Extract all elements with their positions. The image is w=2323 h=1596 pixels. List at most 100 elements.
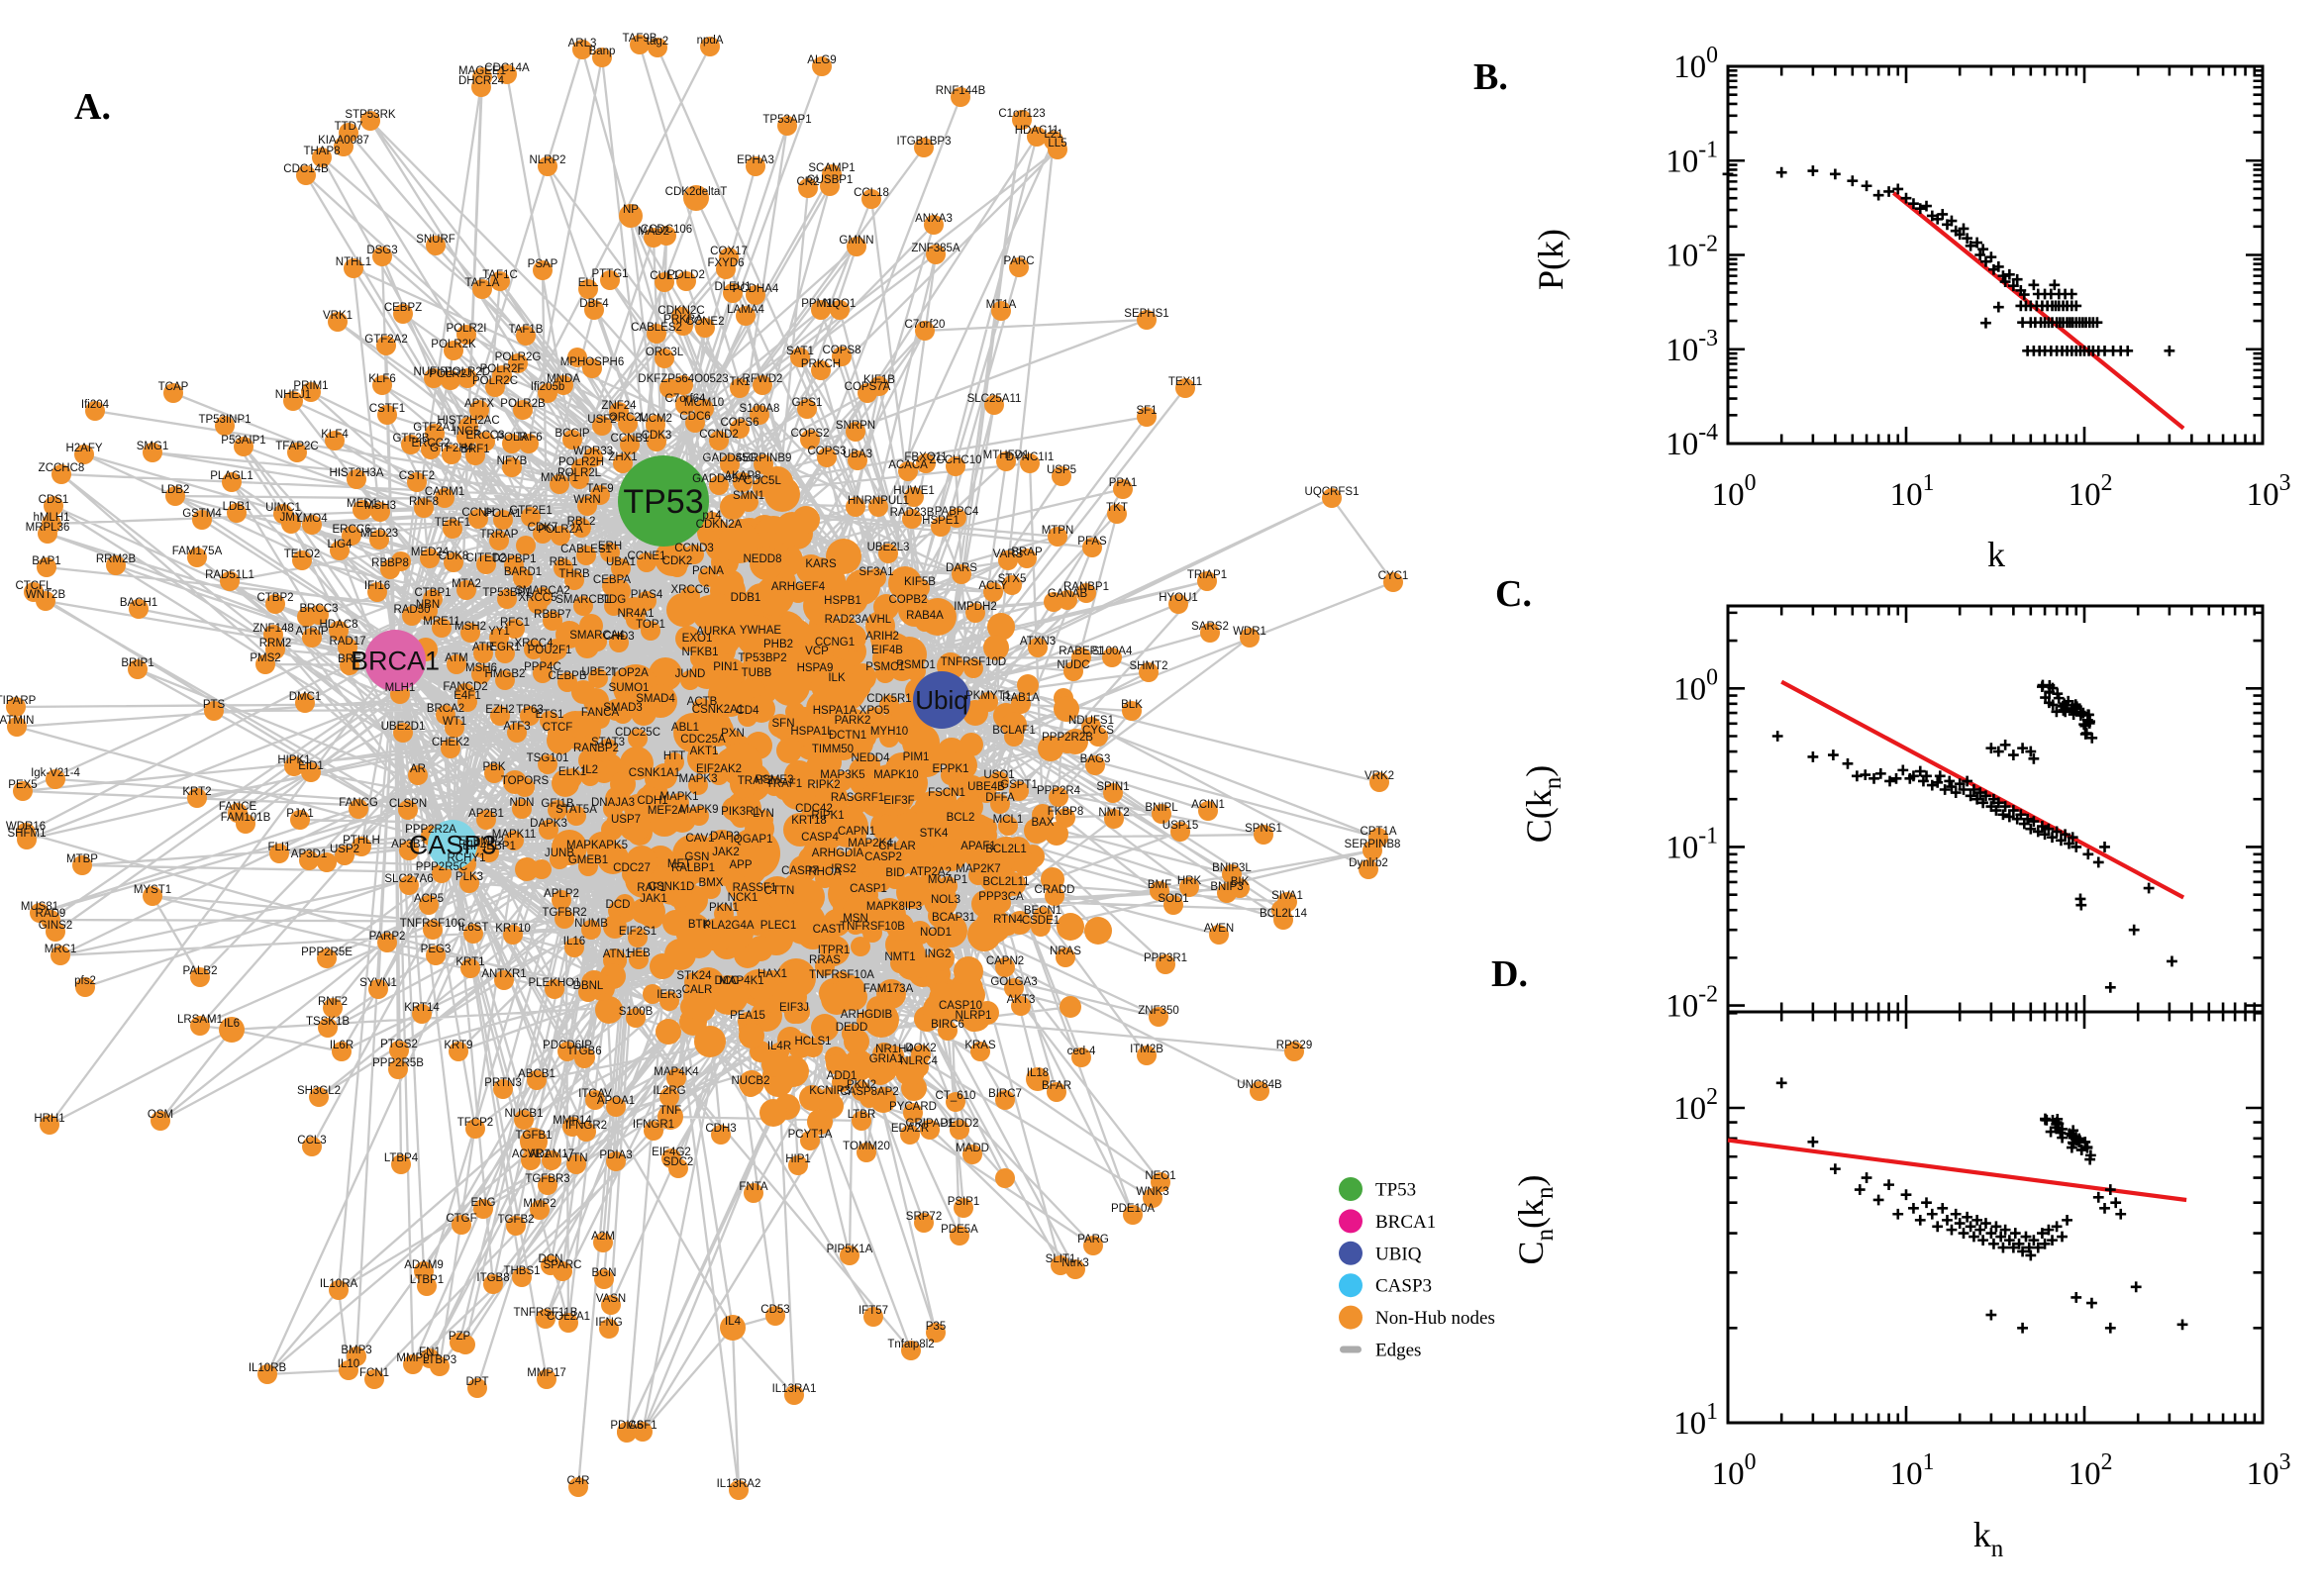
network-node-label: HSPA1L xyxy=(790,726,834,738)
network-node-label: NEDD8 xyxy=(744,553,782,565)
network-node-label: MCL1 xyxy=(993,814,1024,826)
network-node-label: IL10 xyxy=(338,1358,359,1370)
network-node-label: DEDD xyxy=(836,1022,868,1034)
network-node-label: TRIAP1 xyxy=(1187,569,1227,581)
network-node xyxy=(1017,549,1037,568)
network-node-label: H2AFY xyxy=(65,443,102,454)
network-node-label: ATF3 xyxy=(503,721,530,733)
network-node xyxy=(807,1109,833,1135)
network-node-label: IFT57 xyxy=(858,1305,888,1317)
network-node xyxy=(340,655,359,675)
network-node xyxy=(533,524,553,544)
network-node-label: STP53RK xyxy=(345,109,395,121)
plot-frame xyxy=(1726,64,2265,446)
network-node-label: NFKB1 xyxy=(681,647,718,658)
network-node-label: RIPK2 xyxy=(807,779,840,791)
network-node xyxy=(1209,925,1229,945)
network-node xyxy=(1137,310,1157,330)
network-node-label: HRH1 xyxy=(34,1113,64,1125)
plot-frame xyxy=(1726,1010,2265,1425)
network-node-label: IL4 xyxy=(725,1316,742,1328)
network-node-label: COPS2 xyxy=(791,428,830,440)
network-node xyxy=(17,830,37,849)
network-node-label: CAPN1 xyxy=(838,826,875,838)
network-node xyxy=(165,486,185,506)
network-node-label: NQO1 xyxy=(824,298,857,310)
network-node-label: Dynlrb2 xyxy=(1349,857,1388,869)
network-node-label: SNRPN xyxy=(836,420,875,432)
network-node-label: ACP5 xyxy=(414,893,444,905)
network-node xyxy=(389,1041,409,1060)
network-node-label: POLR2G xyxy=(495,351,542,363)
network-node xyxy=(1012,110,1032,130)
network-node xyxy=(476,810,496,830)
network-node xyxy=(1026,1067,1050,1091)
axis-label-y-d: Cn(kn) xyxy=(1511,1174,1559,1264)
network-node-label: TRAF1 xyxy=(766,778,802,790)
network-node xyxy=(914,1213,934,1233)
network-node-label: FXYD6 xyxy=(707,257,744,269)
network-node xyxy=(1062,729,1088,754)
network-node xyxy=(637,552,656,572)
network-node-label: DNAJA3 xyxy=(591,797,635,809)
network-node xyxy=(711,1125,731,1145)
network-node xyxy=(915,321,935,341)
network-node-label: TFCP2 xyxy=(457,1117,493,1129)
network-node-label: POLR2B xyxy=(500,398,546,410)
network-node-label: LDB2 xyxy=(161,484,190,496)
network-node xyxy=(748,695,775,723)
network-node xyxy=(946,456,965,476)
network-node xyxy=(1009,257,1029,277)
panel-letter-c: C. xyxy=(1495,573,1532,615)
network-node xyxy=(283,391,303,411)
network-node xyxy=(1170,822,1190,842)
legend-label: Non-Hub nodes xyxy=(1375,1308,1495,1329)
network-node-label: APLP2 xyxy=(544,888,579,900)
network-node-label: UBE2I xyxy=(581,666,614,678)
network-node-label: PARK2 xyxy=(835,715,871,727)
network-node-label: CDC5L xyxy=(744,475,781,487)
network-node-label: JUND xyxy=(675,668,706,680)
network-node-label: PIM1 xyxy=(903,751,930,763)
network-node xyxy=(6,697,26,717)
network-node xyxy=(507,723,527,743)
network-node xyxy=(465,446,485,465)
network-node xyxy=(1047,1082,1066,1102)
network-node-label: NUCB1 xyxy=(505,1108,544,1120)
network-node xyxy=(830,300,850,320)
network-node xyxy=(290,810,310,830)
network-node-label: PHB2 xyxy=(763,639,793,650)
network-node xyxy=(317,852,337,872)
network-node-label: MLH1 xyxy=(385,682,416,694)
legend-swatch-tp53 xyxy=(1339,1177,1363,1201)
network-node-label: NUMB xyxy=(574,918,608,930)
network-node-label: TP53AP1 xyxy=(762,114,811,126)
network-node xyxy=(38,524,57,544)
network-node-label: BCL2L14 xyxy=(1260,908,1308,920)
network-node xyxy=(444,341,463,360)
network-node-label: MRPL36 xyxy=(26,522,70,534)
network-node xyxy=(995,957,1015,977)
network-node xyxy=(292,550,312,570)
network-node-label: ARHGDIA xyxy=(812,848,864,859)
network-node xyxy=(528,594,548,614)
network-node-label: KLF6 xyxy=(368,373,396,385)
network-node-label: SHFM1 xyxy=(8,828,47,840)
network-node xyxy=(489,531,509,550)
hub-node-label: BRCA1 xyxy=(351,646,440,675)
network-node-label: PPA1 xyxy=(1109,477,1138,489)
network-node xyxy=(926,245,946,264)
network-node-label: CEBPZ xyxy=(384,302,422,314)
network-node xyxy=(924,215,944,235)
network-node xyxy=(898,461,918,481)
network-node-label: CDK5R1 xyxy=(866,693,911,705)
network-node-label: C7orf20 xyxy=(905,319,946,331)
network-node xyxy=(657,1104,683,1130)
network-node-label: CT_610 xyxy=(936,1090,976,1102)
network-node xyxy=(455,1335,475,1354)
network-node xyxy=(861,189,881,209)
network-node xyxy=(954,1198,973,1218)
network-node-label: GADD45A xyxy=(692,473,746,485)
network-node-label: CTCF xyxy=(543,722,573,734)
